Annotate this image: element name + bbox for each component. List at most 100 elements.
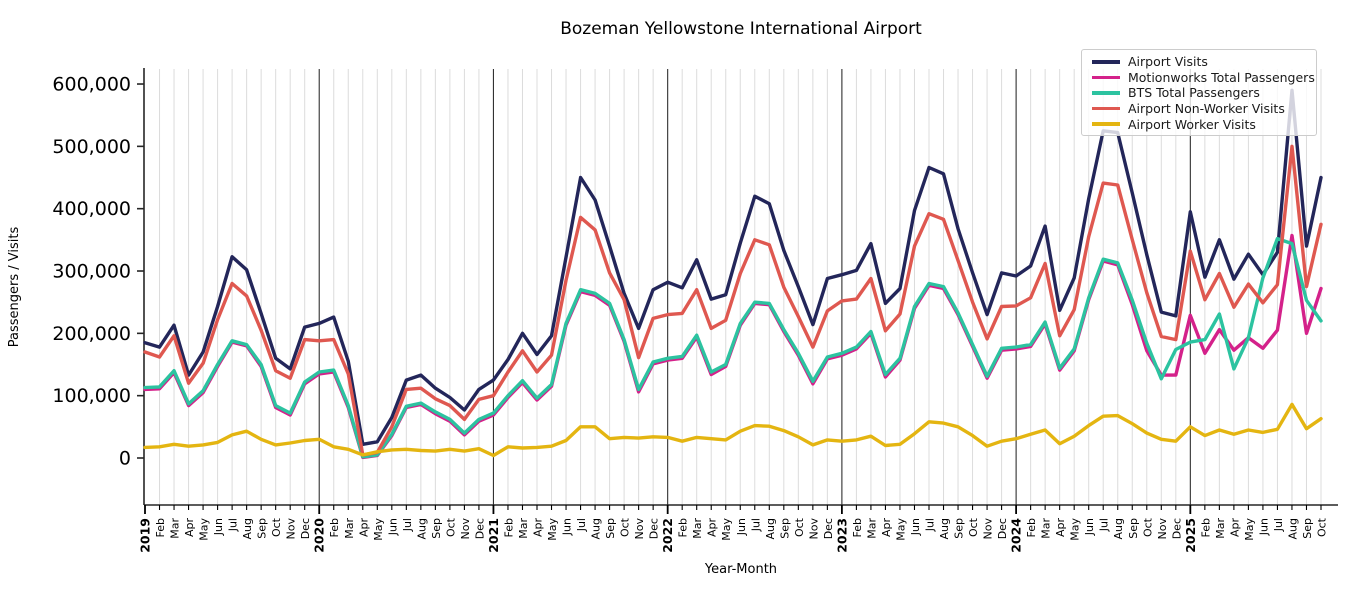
series-line-bts-total-passengers <box>143 236 1323 459</box>
x-tick-label: Oct <box>967 517 980 537</box>
y-axis-label: Passengers / Visits <box>7 226 22 348</box>
x-tick-label: May <box>372 518 385 541</box>
x-tick-label: Aug <box>590 518 603 539</box>
x-tick-label: Oct <box>619 517 632 537</box>
x-tick-label: Feb <box>851 518 864 537</box>
x-tick-label: Mar <box>1214 518 1227 539</box>
x-tick-label: Feb <box>677 518 690 537</box>
x-tick-label: Aug <box>1112 518 1125 539</box>
x-tick-label: Jun <box>1083 518 1096 536</box>
x-tick-label: Sep <box>604 518 617 539</box>
x-tick-label: Aug <box>415 518 428 539</box>
x-tick-label: Nov <box>982 518 995 540</box>
x-tick-label: Jul <box>401 518 414 532</box>
x-tick-label: Jun <box>561 518 574 536</box>
x-tick-label: May <box>1069 518 1082 541</box>
legend: Airport Visits Motionworks Total Passenge… <box>1081 49 1317 136</box>
legend-item-motionworks-total-passengers: Motionworks Total Passengers <box>1088 70 1315 86</box>
chart-title: Bozeman Yellowstone International Airpor… <box>560 19 922 39</box>
x-tick-label: May <box>1243 518 1256 541</box>
x-tick-label: Jun <box>909 518 922 536</box>
x-tick-label: Apr <box>531 518 544 538</box>
x-tick-label: May <box>198 518 211 541</box>
legend-label: Airport Visits <box>1128 54 1208 70</box>
x-tick-label: Jun <box>1257 518 1270 536</box>
x-tick-label: Dec <box>299 518 312 539</box>
x-tick-label: Jul <box>227 518 240 532</box>
x-tick-label: Apr <box>183 518 196 538</box>
legend-swatch <box>1092 91 1120 95</box>
x-tick-label: Sep <box>953 518 966 539</box>
x-tick-label: Nov <box>1156 518 1169 540</box>
x-tick-label: Sep <box>256 518 269 539</box>
x-tick-label: Dec <box>822 518 835 539</box>
x-tick-label: Jul <box>1272 518 1285 532</box>
legend-item-airport-worker-visits: Airport Worker Visits <box>1088 116 1310 132</box>
y-tick-label: 0 <box>119 448 131 470</box>
x-tick-label: Jul <box>749 518 762 532</box>
x-tick-label: Mar <box>169 518 182 539</box>
x-tick-label: Dec <box>648 518 661 539</box>
x-tick-label: Nov <box>285 518 298 540</box>
x-tick-label: Jun <box>735 518 748 536</box>
x-tick-label: Oct <box>1315 517 1328 537</box>
x-tick-label: Apr <box>706 518 719 538</box>
x-tick-label: Sep <box>778 518 791 539</box>
y-tick-label: 500,000 <box>52 136 131 158</box>
x-tick-label: Oct <box>444 517 457 537</box>
x-tick-label: Mar <box>691 518 704 539</box>
x-tick-label: Sep <box>1301 518 1314 539</box>
x-tick-label: 2022 <box>660 518 675 553</box>
x-tick-label: Apr <box>1054 518 1067 538</box>
x-tick-label: Sep <box>430 518 443 539</box>
legend-item-airport-visits: Airport Visits <box>1088 54 1310 70</box>
x-tick-label: Jul <box>575 518 588 532</box>
x-tick-label: Feb <box>1199 518 1212 537</box>
x-tick-label: Mar <box>343 518 356 539</box>
y-tick-label: 100,000 <box>52 385 131 407</box>
x-tick-label: May <box>720 518 733 541</box>
x-tick-label: Sep <box>1127 518 1140 539</box>
x-tick-label: Dec <box>996 518 1009 539</box>
x-tick-label: Oct <box>1141 517 1154 537</box>
x-tick-label: Feb <box>328 518 341 537</box>
x-tick-label: Feb <box>154 518 167 537</box>
x-tick-label: Apr <box>880 518 893 538</box>
x-tick-label: 2021 <box>486 518 501 553</box>
legend-item-airport-non-worker-visits: Airport Non-Worker Visits <box>1088 101 1310 117</box>
x-tick-label: Oct <box>270 517 283 537</box>
series-line-airport-visits <box>143 88 1323 446</box>
legend-swatch <box>1092 122 1120 126</box>
x-tick-label: Aug <box>764 518 777 539</box>
x-tick-label: Feb <box>502 518 515 537</box>
y-tick-label: 600,000 <box>52 74 131 96</box>
legend-swatch <box>1092 106 1120 111</box>
x-tick-label: 2025 <box>1183 518 1198 553</box>
x-tick-label: Nov <box>807 518 820 540</box>
legend-swatch <box>1092 60 1120 64</box>
x-tick-label: Apr <box>357 518 370 538</box>
legend-label: BTS Total Passengers <box>1128 85 1260 101</box>
x-tick-label: Mar <box>865 518 878 539</box>
x-tick-label: Aug <box>938 518 951 539</box>
x-tick-label: Oct <box>793 517 806 537</box>
legend-label: Airport Worker Visits <box>1128 116 1256 132</box>
legend-label: Motionworks Total Passengers <box>1128 69 1315 85</box>
x-tick-label: 2023 <box>834 518 849 553</box>
x-tick-label: May <box>894 518 907 541</box>
x-tick-label: May <box>546 518 559 541</box>
x-tick-label: Nov <box>459 518 472 540</box>
x-tick-label: Apr <box>1228 518 1241 538</box>
x-tick-label: Jun <box>212 518 225 536</box>
x-tick-label: 2024 <box>1009 518 1024 553</box>
legend-label: Airport Non-Worker Visits <box>1128 101 1285 117</box>
y-tick-label: 200,000 <box>52 323 131 345</box>
legend-swatch <box>1092 75 1120 80</box>
x-tick-label: Jul <box>923 518 936 532</box>
x-tick-label: Jun <box>386 518 399 536</box>
x-tick-label: Mar <box>517 518 530 539</box>
x-tick-label: Feb <box>1025 518 1038 537</box>
series-line-airport-worker-visits <box>143 402 1323 458</box>
